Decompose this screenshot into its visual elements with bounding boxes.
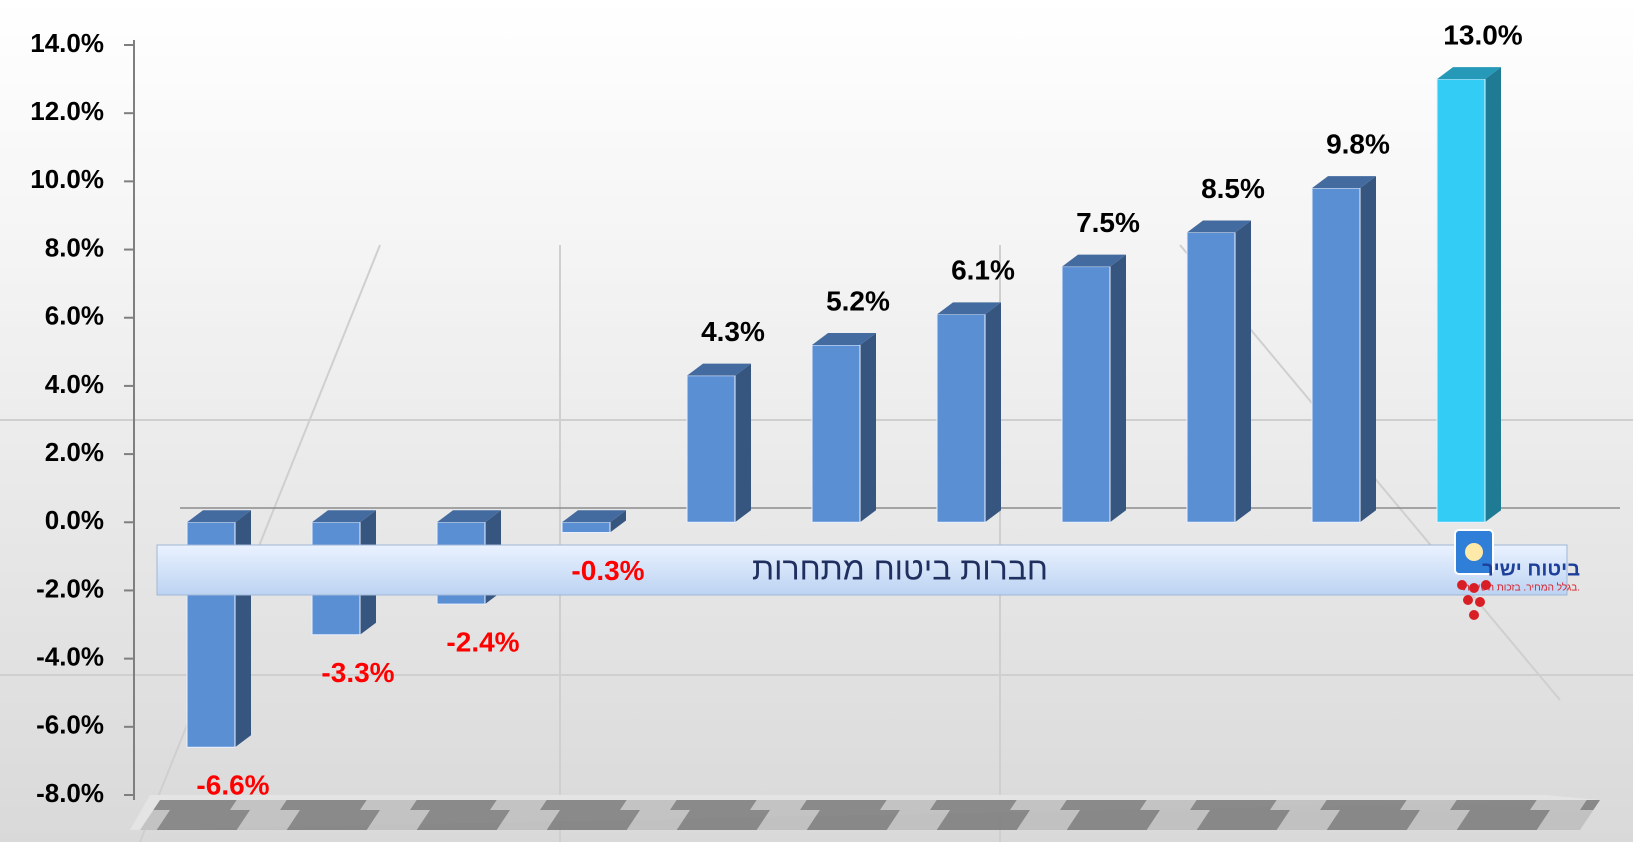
bar-side: [1360, 176, 1376, 523]
value-label: 13.0%: [1443, 19, 1522, 50]
bar-top: [312, 510, 376, 523]
bar-side: [735, 363, 751, 523]
bar-top: [437, 510, 501, 523]
value-label: 7.5%: [1076, 207, 1140, 238]
bar-side: [610, 510, 626, 533]
bar: [936, 313, 986, 523]
bar: [1186, 232, 1236, 523]
value-label: -2.4%: [446, 626, 519, 657]
bar-top: [812, 333, 876, 345]
bar-side: [985, 302, 1001, 523]
bar: [561, 521, 611, 533]
bar-side: [1485, 67, 1501, 523]
banner-text: חברות ביטוח מתחרות: [752, 550, 1048, 586]
bar-top: [1062, 254, 1126, 267]
y-tick-label: 0.0%: [45, 505, 104, 535]
banner: [156, 544, 1568, 596]
bar-top: [187, 510, 251, 523]
bar-side: [1110, 254, 1126, 523]
y-tick-label: 12.0%: [30, 96, 104, 126]
bar: [1061, 266, 1111, 523]
bar: [686, 375, 736, 523]
bar-side: [860, 333, 876, 523]
bar-top: [937, 302, 1001, 315]
value-label: 9.8%: [1326, 129, 1390, 160]
value-label: -6.6%: [196, 770, 269, 801]
value-label: -3.3%: [321, 657, 394, 688]
logo-tagline: בגלל המחיר. בזכות השירות.: [1463, 582, 1580, 594]
bar-top: [1312, 176, 1376, 189]
logo-name: ביטוח ישיר: [1482, 558, 1580, 580]
bar-top: [562, 510, 626, 523]
y-tick-label: -6.0%: [36, 710, 104, 740]
y-tick-label: 10.0%: [30, 164, 104, 194]
y-tick-label: 8.0%: [45, 232, 104, 262]
bar-top: [1187, 220, 1251, 233]
value-label: 5.2%: [826, 285, 890, 316]
y-tick-label: 4.0%: [45, 369, 104, 399]
bar-side: [1235, 220, 1251, 523]
floor-stripes: [140, 800, 1600, 830]
value-label: 8.5%: [1201, 173, 1265, 204]
y-tick-label: -8.0%: [36, 778, 104, 808]
y-tick-label: 6.0%: [45, 301, 104, 331]
bar-top: [687, 363, 751, 376]
bar-top: [1437, 67, 1501, 80]
y-tick-label: -2.0%: [36, 573, 104, 603]
logo: ביטוח ישיר בגלל המחיר. בזכות השירות.: [1454, 529, 1580, 620]
y-tick-label: 2.0%: [45, 437, 104, 467]
y-tick-label: -4.0%: [36, 642, 104, 672]
value-label: 6.1%: [951, 255, 1015, 286]
value-label: -0.3%: [571, 555, 644, 586]
bar: [1311, 187, 1361, 523]
value-label: 4.3%: [701, 316, 765, 347]
y-tick-label: 14.0%: [30, 28, 104, 58]
bar: [1436, 78, 1486, 523]
bar: [811, 344, 861, 523]
